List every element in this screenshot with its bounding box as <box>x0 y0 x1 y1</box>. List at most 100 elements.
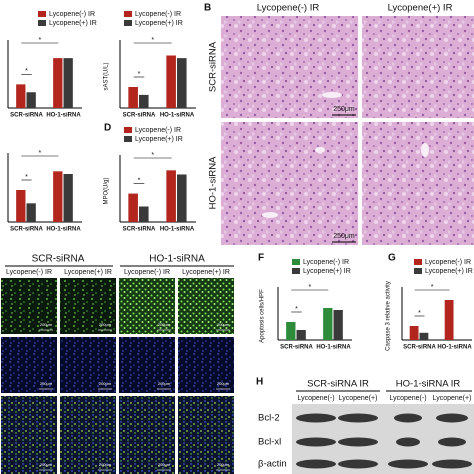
legend-swatch <box>414 259 422 265</box>
scale-label: 200μm <box>217 381 230 386</box>
blot-band <box>388 459 428 469</box>
histology-image <box>362 122 474 245</box>
row-header: SCR-siRNA <box>208 41 219 92</box>
histology-image <box>221 16 358 118</box>
histology-image <box>221 122 358 245</box>
legend-swatch <box>414 268 422 274</box>
bar <box>139 94 149 108</box>
blot-band <box>394 413 422 423</box>
histology-image <box>362 16 474 118</box>
fluorescence-image <box>1 337 57 393</box>
legend-label: Lycopene(+) IR <box>135 136 183 143</box>
x-tick-label: SCR-siRNA <box>10 227 43 233</box>
significance-mark: * <box>138 177 141 184</box>
legend-swatch <box>124 11 132 17</box>
significance-mark: * <box>295 306 298 313</box>
y-axis-label: Apoptosis cells/HPF <box>260 289 266 343</box>
fluorescence-image <box>178 337 234 393</box>
scale-label: 200μm <box>217 462 230 467</box>
bar <box>409 326 419 340</box>
panel-e: SCR-siRNA HO-1-siRNA Lycopene(-) IR Lycop… <box>1 254 234 474</box>
panel-label: D <box>104 123 111 134</box>
blot-band <box>296 413 336 423</box>
panel-label: G <box>388 253 396 264</box>
blot-band <box>438 437 466 447</box>
scale-label: 200μm <box>40 322 53 327</box>
vessel <box>262 212 278 218</box>
bar <box>177 58 187 108</box>
bar <box>333 310 343 340</box>
y-axis-label: MPO(U/g) <box>104 177 110 204</box>
fluorescence-image <box>1 396 57 474</box>
legend-swatch <box>124 20 132 26</box>
x-tick-label: SCR-siRNA <box>10 113 43 119</box>
fluorescence-image <box>60 278 116 334</box>
y-axis-label: sAST(U/L) <box>104 62 110 90</box>
x-tick-label: HO-1-siRNA <box>437 345 472 351</box>
bar <box>63 58 73 108</box>
legend-swatch <box>124 127 132 133</box>
bar <box>16 190 26 222</box>
blot-band <box>296 459 336 469</box>
row-label: β-actin <box>258 459 287 470</box>
row-label: Bcl-2 <box>258 413 280 424</box>
bar <box>128 193 138 222</box>
panel-label: F <box>258 253 264 264</box>
scale-label: 200μm <box>40 462 53 467</box>
bar <box>26 203 36 222</box>
scale-label: 250μm <box>333 106 355 113</box>
bar <box>139 206 149 222</box>
bar <box>16 84 26 108</box>
legend-label: Lycopene(+) IR <box>49 20 97 27</box>
significance-mark: * <box>151 152 154 159</box>
legend-label: Lycopene(-) IR <box>135 11 181 18</box>
bar <box>26 92 36 108</box>
column-header: Lycopene(+) <box>433 395 472 402</box>
legend-label: Lycopene(-) IR <box>425 259 471 266</box>
x-tick-label: SCR-siRNA <box>123 113 156 119</box>
vessel <box>421 143 429 157</box>
x-tick-label: HO-1-siRNA <box>46 227 81 233</box>
x-tick-label: SCR-siRNA <box>123 227 156 233</box>
significance-mark: * <box>151 37 154 44</box>
x-tick-label: HO-1-siRNA <box>316 345 351 351</box>
legend-swatch <box>38 20 46 26</box>
legend-label: Lycopene(+) IR <box>135 20 183 27</box>
column-header: Lycopene(+) <box>339 395 378 402</box>
bar <box>128 87 138 108</box>
fluorescence-image <box>1 278 57 334</box>
panel-label: B <box>204 3 211 14</box>
legend-label: Lycopene(-) IR <box>49 11 95 18</box>
bar <box>166 55 176 108</box>
legend-label: Lycopene(-) IR <box>135 127 181 134</box>
panel-h: H SCR-siRNA IR HO-1-siRNA IR Lycopene(-)… <box>256 377 474 474</box>
scale-label: 200μm <box>40 381 53 386</box>
significance-mark: * <box>308 284 311 291</box>
x-tick-label: SCR-siRNA <box>403 345 436 351</box>
blot-band <box>396 437 420 447</box>
significance-mark: * <box>418 310 421 317</box>
blot-band <box>432 459 472 469</box>
group-header: HO-1-siRNA <box>149 254 205 265</box>
blot-band <box>338 459 378 469</box>
scale-label: 250μm <box>333 233 355 240</box>
x-tick-label: SCR-siRNA <box>280 345 313 351</box>
blot-band <box>338 437 378 447</box>
bar <box>177 174 187 222</box>
fluorescence-image <box>119 278 175 334</box>
column-header: Lycopene(-) IR <box>124 269 170 276</box>
significance-mark: * <box>25 174 28 181</box>
legend-label: Lycopene(+) IR <box>425 268 473 275</box>
scale-label: 200μm <box>99 322 112 327</box>
fluorescence-image <box>60 337 116 393</box>
column-header: Lycopene(-) <box>297 395 334 402</box>
significance-mark: * <box>38 37 41 44</box>
bar <box>166 170 176 222</box>
blot-band <box>296 437 336 447</box>
bar <box>63 174 73 222</box>
column-header: Lycopene(-) IR <box>257 3 320 14</box>
scale-label: 200μm <box>158 322 171 327</box>
column-header: Lycopene(-) <box>389 395 426 402</box>
scale-label: 200μm <box>217 322 230 327</box>
scale-label: 200μm <box>99 381 112 386</box>
